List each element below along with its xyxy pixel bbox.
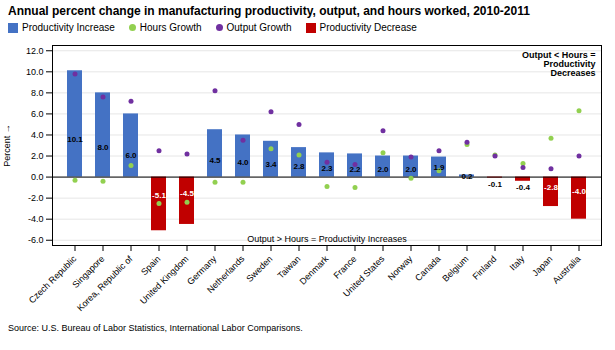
svg-text:2.2: 2.2 — [349, 165, 361, 174]
svg-text:8.0: 8.0 — [97, 143, 109, 152]
svg-text:Italy: Italy — [508, 253, 527, 272]
svg-text:Canada: Canada — [413, 254, 442, 283]
svg-text:0.2: 0.2 — [461, 172, 473, 181]
svg-text:United Kingdom: United Kingdom — [138, 254, 190, 306]
svg-text:-0.1: -0.1 — [488, 180, 502, 189]
svg-text:4.0: 4.0 — [31, 130, 44, 140]
svg-text:-5.1: -5.1 — [152, 191, 166, 200]
svg-text:Singapore: Singapore — [70, 253, 107, 290]
svg-text:0.0: 0.0 — [31, 172, 44, 182]
svg-text:Korea, Republic of: Korea, Republic of — [75, 253, 135, 313]
svg-text:Australia: Australia — [551, 254, 583, 286]
svg-text:12.0: 12.0 — [26, 46, 44, 56]
svg-text:2.8: 2.8 — [293, 162, 305, 171]
html-text:Productivity Decrease: Productivity Decrease — [319, 22, 417, 33]
svg-text:2.0: 2.0 — [31, 151, 44, 161]
svg-text:2.3: 2.3 — [321, 164, 333, 173]
svg-text:Output > Hours = Productivity: Output > Hours = Productivity Increases — [247, 234, 407, 244]
svg-text:1.9: 1.9 — [433, 163, 445, 172]
svg-text:Denmark: Denmark — [298, 253, 331, 286]
svg-text:-4.0: -4.0 — [28, 214, 44, 224]
svg-text:Finland: Finland — [470, 254, 498, 282]
svg-text:-4.0: -4.0 — [572, 187, 586, 196]
html-text:Source: U.S. Bureau of Labor S: Source: U.S. Bureau of Labor Statistics,… — [8, 323, 303, 333]
svg-text:-4.5: -4.5 — [180, 189, 194, 198]
svg-text:10.1: 10.1 — [67, 135, 83, 144]
svg-text:United States: United States — [341, 253, 387, 299]
svg-text:Output < Hours =ProductivityDe: Output < Hours =ProductivityDecreases — [522, 50, 596, 78]
svg-text:Germany: Germany — [185, 253, 219, 287]
svg-text:Czech Republic: Czech Republic — [27, 253, 79, 305]
svg-text:Sweden: Sweden — [244, 254, 274, 284]
svg-text:8.0: 8.0 — [31, 88, 44, 98]
svg-text:4.0: 4.0 — [237, 158, 249, 167]
svg-text:Taiwan: Taiwan — [276, 254, 303, 281]
html-text:Output Growth: Output Growth — [226, 22, 292, 33]
svg-text:Percent →: Percent → — [2, 124, 12, 167]
html-text:Annual percent change in manuf: Annual percent change in manufacturing p… — [8, 4, 530, 18]
html-text:Hours Growth: Hours Growth — [139, 22, 202, 33]
svg-text:6.0: 6.0 — [31, 109, 44, 119]
svg-text:-0.4: -0.4 — [516, 183, 530, 192]
svg-text:Norway: Norway — [386, 253, 415, 282]
svg-text:-2.8: -2.8 — [544, 183, 558, 192]
svg-text:Netherlands: Netherlands — [205, 253, 247, 295]
svg-text:-6.0: -6.0 — [28, 235, 44, 245]
svg-text:-2.0: -2.0 — [28, 193, 44, 203]
svg-text:Spain: Spain — [139, 254, 162, 277]
svg-text:2.0: 2.0 — [377, 165, 389, 174]
svg-text:Japan: Japan — [530, 254, 554, 278]
svg-text:6.0: 6.0 — [125, 151, 137, 160]
svg-text:Belgium: Belgium — [440, 254, 470, 284]
html-text:Productivity Increase: Productivity Increase — [22, 22, 115, 33]
svg-text:2.0: 2.0 — [405, 165, 417, 174]
svg-text:4.5: 4.5 — [209, 156, 221, 165]
svg-text:France: France — [332, 254, 359, 281]
svg-text:3.4: 3.4 — [265, 160, 277, 169]
svg-text:10.0: 10.0 — [26, 67, 44, 77]
